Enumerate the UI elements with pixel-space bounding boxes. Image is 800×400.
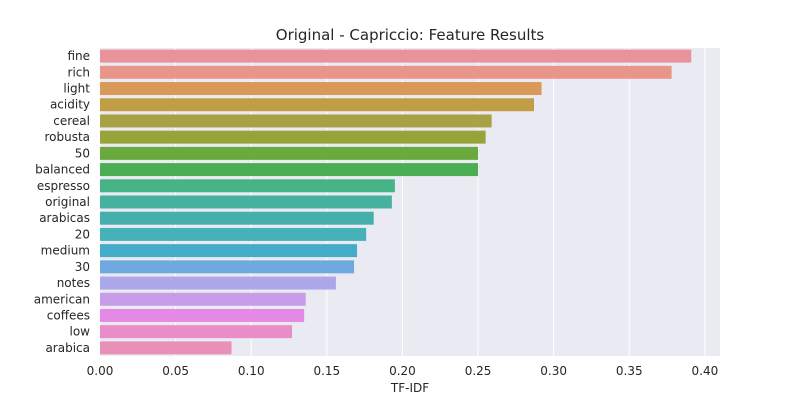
bar-cereal (100, 114, 492, 128)
x-tick-label: 0.40 (692, 364, 719, 378)
x-tick-label: 0.05 (162, 364, 189, 378)
y-tick-label: arabicas (39, 211, 90, 225)
bar-20 (100, 227, 367, 241)
bar-fine (100, 49, 692, 63)
bar-espresso (100, 179, 395, 193)
bar-robusta (100, 130, 486, 144)
bar-light (100, 82, 542, 96)
bar-arabica (100, 341, 232, 355)
bar-balanced (100, 163, 479, 177)
y-tick-label: robusta (44, 130, 90, 144)
x-tick-label: 0.30 (540, 364, 567, 378)
y-tick-labels: fine rich light acidity cereal robusta 50 balan… (34, 49, 91, 355)
y-tick-label: low (70, 325, 91, 339)
chart-title: Original - Capriccio: Feature Results (276, 26, 545, 44)
bar-notes (100, 276, 336, 290)
y-tick-label: original (45, 195, 90, 209)
y-tick-label: arabica (45, 341, 90, 355)
bar-50 (100, 146, 479, 160)
y-tick-label: american (34, 292, 90, 306)
y-tick-label: balanced (35, 163, 90, 177)
x-tick-label: 0.10 (238, 364, 265, 378)
y-tick-label: medium (41, 244, 90, 258)
bar-coffees (100, 308, 305, 322)
bar-rich (100, 65, 672, 79)
x-tick-label: 0.25 (465, 364, 492, 378)
y-tick-label: acidity (50, 98, 90, 112)
bar-acidity (100, 98, 534, 112)
y-tick-label: fine (67, 49, 90, 63)
x-tick-label: 0.00 (87, 364, 114, 378)
bars (100, 49, 692, 355)
y-tick-label: notes (57, 276, 90, 290)
y-tick-label: coffees (47, 308, 90, 322)
bar-low (100, 325, 293, 339)
x-tick-labels: 0.00 0.05 0.10 0.15 0.20 0.25 0.30 0.35 0.40 (87, 364, 719, 378)
x-tick-label: 0.20 (389, 364, 416, 378)
y-tick-label: 30 (75, 260, 90, 274)
x-tick-label: 0.35 (616, 364, 643, 378)
bar-medium (100, 244, 358, 258)
x-axis-label: TF-IDF (390, 381, 429, 395)
y-tick-label: cereal (53, 114, 90, 128)
y-tick-label: espresso (37, 179, 90, 193)
bar-american (100, 292, 306, 306)
y-tick-label: 20 (75, 227, 90, 241)
y-tick-label: 50 (75, 146, 90, 160)
y-tick-label: rich (68, 65, 90, 79)
y-tick-label: light (63, 82, 90, 96)
bar-30 (100, 260, 355, 274)
x-tick-label: 0.15 (313, 364, 340, 378)
bar-arabicas (100, 211, 374, 225)
bar-original (100, 195, 392, 209)
